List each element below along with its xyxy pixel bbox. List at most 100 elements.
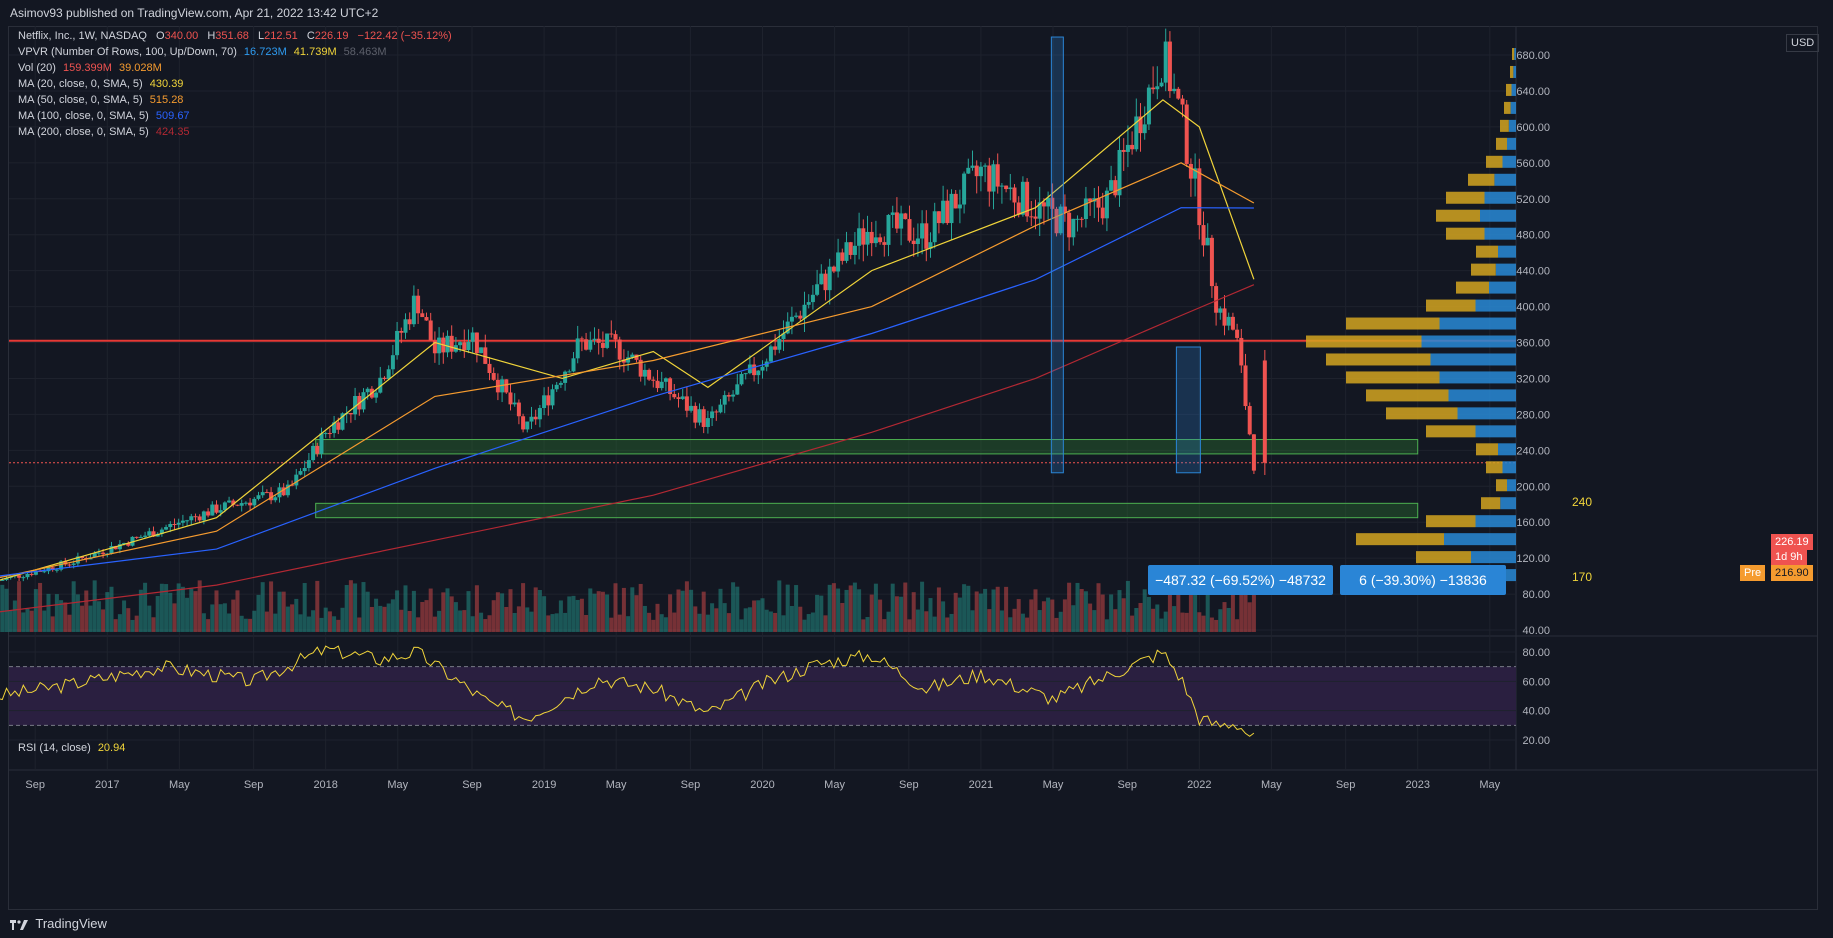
candle-body [1033,216,1038,219]
candle-body [966,167,971,174]
legend-high: 351.68 [215,30,249,42]
volume-bar [390,599,395,632]
time-tick-label: May [1479,779,1500,791]
currency-label[interactable]: USD [1786,34,1820,52]
candle-body [1209,237,1214,287]
candle-body [1104,190,1109,219]
candle-body [1214,286,1219,313]
volume-bar [735,586,740,632]
price-tick-label: 120.00 [1516,553,1550,565]
volume-bar [243,618,248,632]
volume-bar [907,619,912,632]
volume-bar [840,602,845,632]
candle-body [1130,144,1135,150]
vpvr-up-bar [1502,155,1516,168]
time-tick-label: May [169,779,190,791]
vpvr-down-bar [1436,209,1480,222]
time-tick-label: Sep [899,779,919,791]
candle-body [260,492,265,496]
volume-bar [180,586,185,632]
candle-body [949,193,954,224]
candle-body [1054,208,1059,234]
candle-body [428,320,433,341]
volume-bar [386,603,391,632]
candle-body [386,369,391,380]
candle-body [1138,116,1143,134]
candle-body [668,378,673,395]
volume-bar [1088,603,1093,632]
volume-bar [928,598,933,632]
vpvr-up-bar [1494,173,1516,186]
chart-frame[interactable] [8,26,1818,910]
volume-bar [474,585,479,632]
volume-bar [1176,584,1181,632]
volume-bar [621,587,626,632]
volume-bar [970,610,975,632]
vpvr-down-bar [1386,407,1458,420]
time-tick-label: Sep [25,779,45,791]
legend-vpvr-total: 58.463M [343,46,387,58]
volume-bar [340,607,345,632]
volume-bar [302,583,307,632]
volume-bar [479,612,484,632]
volume-bar [185,597,190,632]
candle-body [915,238,920,245]
volume-bar [726,613,731,632]
legend-vpvr-up: 16.723M [243,46,287,58]
candle-body [382,377,387,380]
vpvr-down-bar [1446,227,1485,240]
volume-bar [487,615,492,632]
candle-body [138,536,143,538]
candle-body [462,342,467,351]
candle-body [315,445,320,454]
volume-bar [134,615,139,632]
volume-bar [508,589,513,632]
volume-bar [718,588,723,632]
candle-body [458,342,463,346]
candle-body [235,504,240,506]
candle-body [894,212,899,229]
candle-body [1222,308,1227,326]
candle-body [1197,168,1202,226]
candle-body [794,315,799,317]
candle-body [651,379,656,381]
volume-bar [920,581,925,632]
vpvr-down-bar [1504,101,1511,114]
volume-bar [420,601,425,632]
price-tick-label: 480.00 [1516,230,1550,242]
candle-body [353,395,358,415]
candle-body [542,395,547,409]
candle-body [483,347,488,364]
volume-bar [25,608,30,632]
measure-label-left[interactable]: −487.32 (−69.52%) −48732 [1148,565,1333,595]
volume-bar [306,616,311,632]
volume-bar [1067,582,1072,632]
candle-body [920,223,925,239]
chart-canvas[interactable]: 680.00 640.00 600.00 560.00 520.00 480.00 440.… [0,0,1833,910]
volume-bar [260,582,265,632]
measure-label-right[interactable]: 6 (−39.30%) −13836 [1340,565,1506,595]
volume-bar [218,604,223,632]
volume-bar [886,611,891,632]
vpvr-down-bar [1476,443,1498,456]
candle-body [332,422,337,434]
legend-vpvr-down: 41.739M [293,46,337,58]
volume-bar [752,600,757,632]
vpvr-up-bar [1495,263,1516,276]
volume-bar [1025,617,1030,632]
volume-bar [806,614,811,632]
candle-body [743,373,748,375]
legend-vpvr-row: VPVR (Number Of Rows, 100, Up/Down, 70) … [18,44,386,60]
candle-body [710,411,715,419]
volume-bar [983,588,988,632]
price-tick-label: 440.00 [1516,266,1550,278]
volume-bar [151,617,156,632]
volume-bar [537,589,542,632]
volume-bar [626,616,631,632]
volume-bar [113,619,118,632]
candle-body [248,502,253,506]
volume-bar [512,612,517,632]
candle-body [1159,82,1164,87]
candle-body [957,204,962,209]
volume-bar [411,590,416,632]
